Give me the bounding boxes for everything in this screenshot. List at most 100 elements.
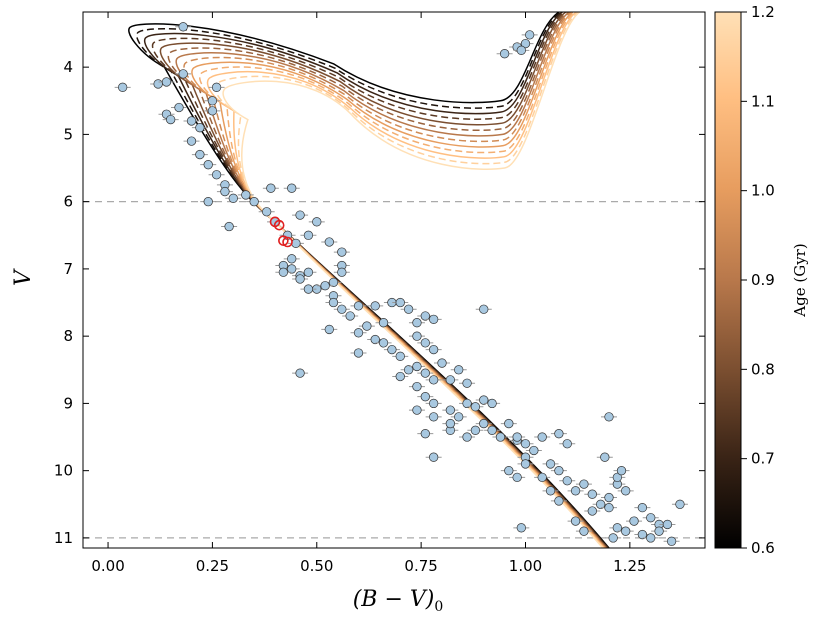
highlighted-star-marker	[273, 219, 285, 231]
star-marker	[579, 479, 589, 489]
x-axis-ticks: 0.00 0.25 0.50 0.75 1.00 1.25	[91, 12, 647, 575]
star-marker	[600, 452, 610, 462]
star-point	[450, 412, 467, 422]
star-marker	[662, 519, 673, 530]
star-marker	[429, 452, 439, 462]
star-point	[221, 221, 238, 232]
colorbar-tick-label: 0.7	[751, 450, 775, 468]
star-marker	[362, 321, 372, 331]
star-point	[651, 526, 668, 536]
star-marker	[445, 375, 456, 385]
star-point	[321, 237, 338, 247]
star-marker	[211, 170, 222, 180]
star-point	[550, 466, 567, 476]
star-marker	[403, 304, 414, 314]
star-point	[262, 183, 279, 193]
star-point	[642, 513, 659, 523]
star-marker	[604, 492, 614, 503]
star-marker	[604, 502, 614, 513]
star-point	[342, 311, 359, 321]
star-marker	[462, 378, 472, 388]
star-point	[114, 82, 131, 92]
star-point	[308, 217, 325, 227]
star-marker	[324, 237, 334, 247]
star-point	[500, 466, 517, 476]
star-point	[300, 284, 317, 294]
y-tick-label: 11	[54, 529, 73, 547]
colorbar-tick-label: 0.8	[751, 360, 775, 378]
star-marker	[487, 398, 497, 409]
star-point	[584, 489, 601, 499]
star-marker	[224, 221, 234, 232]
star-point	[425, 314, 442, 324]
colorbar-title: Age (Gyr)	[791, 243, 809, 317]
star-point	[517, 439, 534, 449]
star-point	[600, 492, 617, 503]
star-point	[333, 304, 350, 314]
star-marker	[353, 348, 364, 358]
star-marker	[412, 405, 422, 415]
star-marker	[395, 297, 405, 308]
star-point	[175, 69, 192, 79]
star-point	[513, 45, 530, 55]
star-marker	[520, 459, 531, 469]
star-marker	[495, 432, 506, 442]
star-point	[663, 536, 680, 546]
star-point	[500, 418, 517, 429]
star-point	[208, 170, 225, 180]
star-point	[467, 402, 484, 412]
highlighted-star-marker	[282, 236, 293, 248]
colorbar-tick-label: 1.1	[751, 92, 775, 110]
star-point	[162, 114, 179, 125]
x-tick-label: 1.00	[509, 557, 542, 575]
star-point	[617, 486, 634, 496]
star-marker	[479, 304, 489, 314]
star-point	[383, 344, 400, 355]
star-marker	[587, 506, 597, 516]
star-point	[317, 281, 334, 291]
star-point	[542, 459, 559, 469]
star-point	[300, 267, 317, 277]
star-point	[191, 123, 208, 133]
star-point	[237, 190, 254, 200]
star-marker	[412, 361, 422, 372]
star-marker	[570, 516, 581, 526]
star-marker	[675, 499, 685, 509]
star-marker	[479, 395, 489, 405]
star-marker	[646, 513, 656, 523]
star-marker	[291, 238, 301, 248]
star-marker	[429, 314, 439, 324]
star-marker	[186, 116, 197, 126]
star-point	[459, 378, 476, 388]
star-marker	[287, 264, 297, 274]
star-marker	[186, 136, 197, 146]
star-marker	[520, 439, 531, 449]
star-marker	[278, 267, 289, 277]
star-point	[517, 38, 534, 49]
star-marker	[554, 429, 564, 439]
star-point	[626, 516, 643, 526]
star-point	[613, 466, 630, 476]
y-tick-label: 9	[63, 394, 73, 412]
star-marker	[395, 371, 405, 382]
star-point	[671, 499, 688, 509]
star-point	[609, 479, 626, 489]
star-marker	[654, 526, 664, 536]
star-marker	[262, 207, 272, 217]
colorbar-tick-label: 0.6	[751, 539, 775, 557]
star-point	[442, 405, 459, 415]
star-marker	[587, 489, 597, 499]
star-point	[225, 193, 242, 203]
star-point	[513, 523, 530, 533]
star-marker	[637, 529, 648, 540]
star-point	[567, 516, 584, 526]
star-marker	[378, 318, 389, 328]
star-marker	[303, 267, 314, 277]
reference-lines	[83, 201, 705, 539]
star-point	[484, 425, 501, 435]
star-marker	[504, 418, 514, 429]
star-marker	[412, 331, 422, 341]
star-point	[246, 197, 263, 207]
star-marker	[545, 486, 556, 496]
star-point	[183, 136, 200, 146]
